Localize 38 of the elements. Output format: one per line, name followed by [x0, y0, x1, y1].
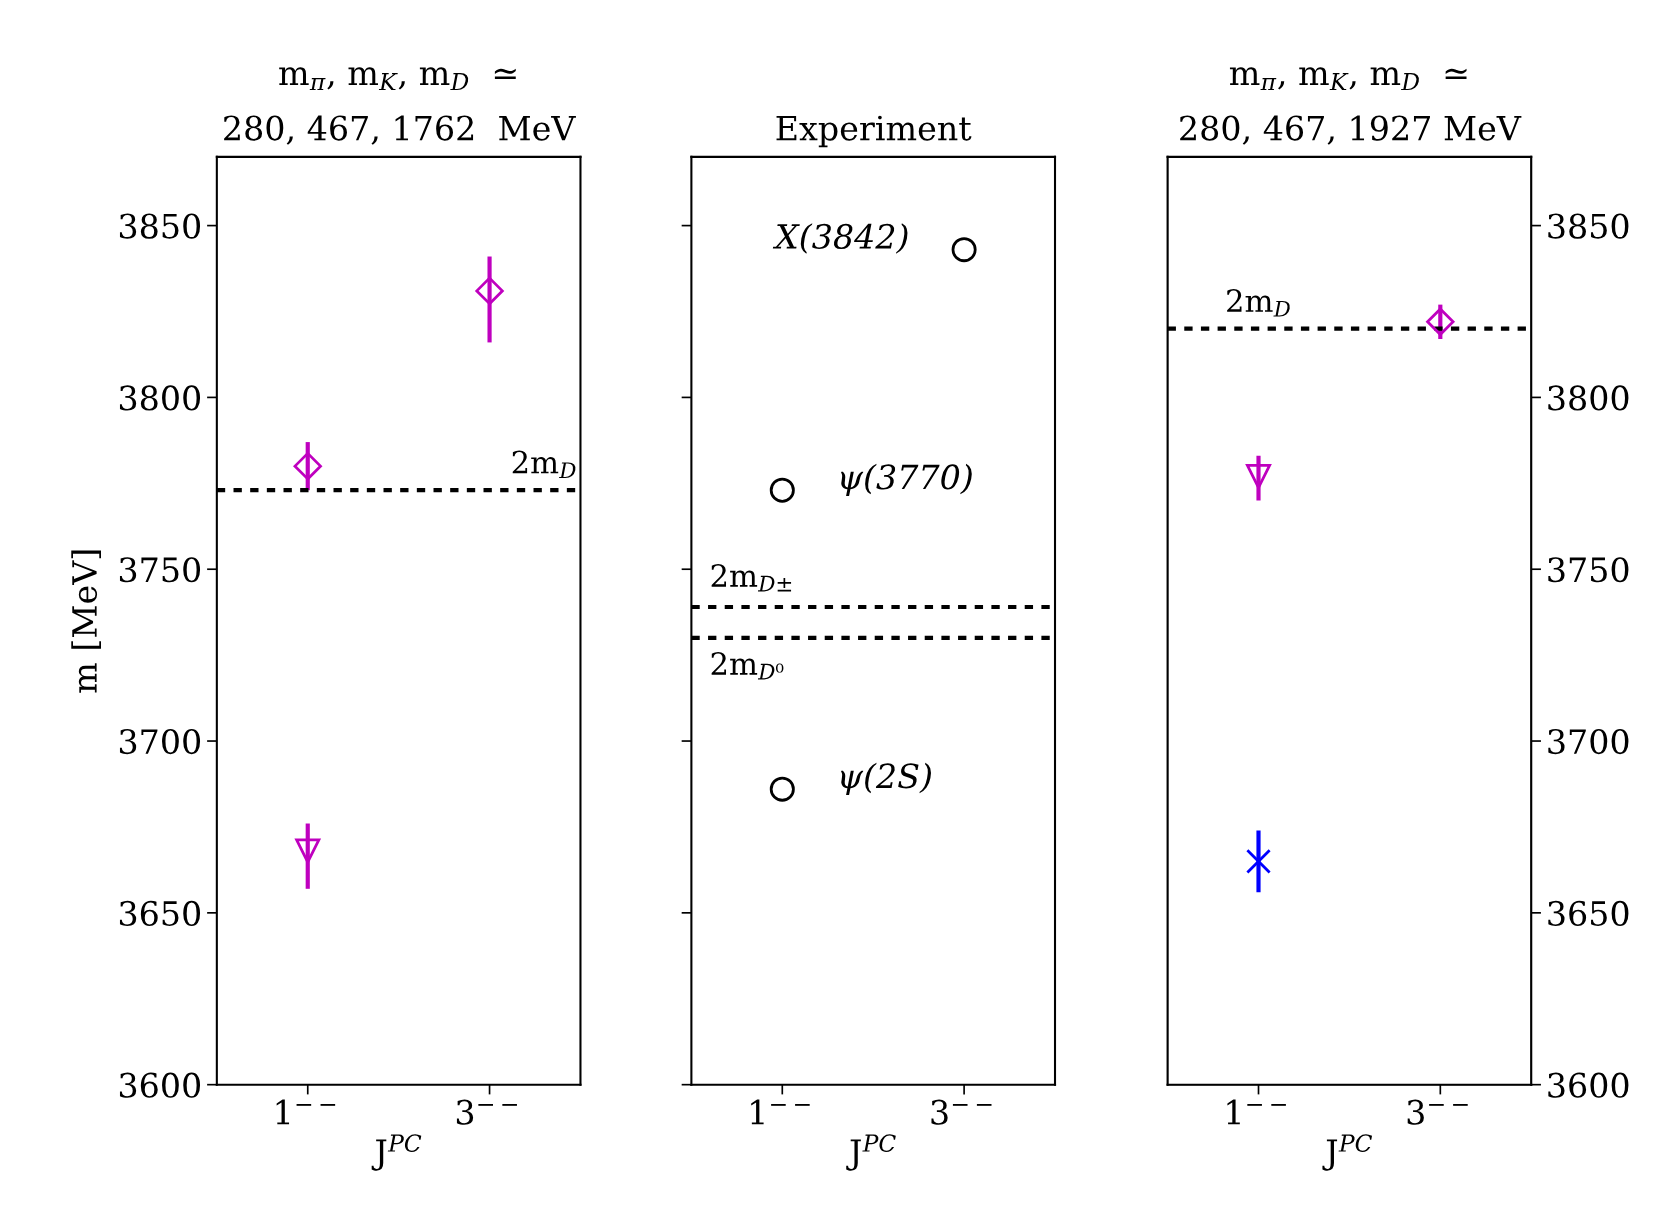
chart-title: m$_{π}$, m$_{K}$, m$_{D}$ ≃ 280, 467, 1927 MeV [1180, 67, 1522, 145]
point [295, 838, 321, 864]
y-tick-label: 3700 [119, 728, 201, 755]
annotation: X(3842) [772, 223, 908, 254]
y2-tick-label: 3650 [1548, 900, 1629, 926]
x-tick-label: 3$^{−−}$ [931, 1099, 992, 1125]
point [1246, 848, 1272, 874]
chart-title: Experiment [776, 115, 972, 148]
y-tick-label: 3600 [119, 1072, 201, 1098]
x-tick-label: 1$^{−−}$ [276, 1099, 336, 1125]
y2-tick-label: 3700 [1548, 728, 1629, 755]
y2-tick-label: 3800 [1548, 385, 1629, 411]
chart-title: m$_{π}$, m$_{K}$, m$_{D}$ ≃ 280, 467, 1762 MeV [224, 67, 576, 145]
ref-line-label: 2m$_{D⁰}$ [711, 652, 784, 680]
point [293, 451, 322, 481]
y-axis-title: m [MeV] [71, 550, 101, 693]
point [1246, 463, 1272, 489]
y2-tick-label: 3850 [1548, 213, 1629, 239]
y-tick-label: 3850 [119, 213, 201, 239]
y-tick-label: 3800 [119, 385, 201, 411]
x-axis-title: J$^{PC}$ [1322, 1134, 1373, 1171]
annotation: ψ(2S) [841, 762, 931, 795]
ref-line-label: 2m$_{D}$ [512, 450, 576, 479]
y2-tick-label: 3750 [1548, 557, 1629, 583]
y-tick-label: 3650 [119, 900, 201, 926]
x-axis-title: J$^{PC}$ [371, 1134, 422, 1171]
x-tick-label: 3$^{−−}$ [456, 1099, 517, 1125]
annotation: ψ(3770) [841, 463, 972, 497]
y2-tick-label: 3600 [1548, 1072, 1629, 1098]
x-tick-label: 3$^{−−}$ [1407, 1099, 1468, 1125]
x-tick-label: 1$^{−−}$ [751, 1099, 810, 1125]
point [475, 276, 504, 306]
point [1426, 307, 1455, 336]
ref-line-label: 2m$_{D}$ [1227, 289, 1290, 317]
y-tick-label: 3750 [119, 557, 201, 583]
ref-line-label: 2m$_{D±}$ [711, 564, 792, 592]
x-axis-title: J$^{PC}$ [846, 1134, 896, 1171]
x-tick-label: 1$^{−−}$ [1227, 1099, 1286, 1125]
